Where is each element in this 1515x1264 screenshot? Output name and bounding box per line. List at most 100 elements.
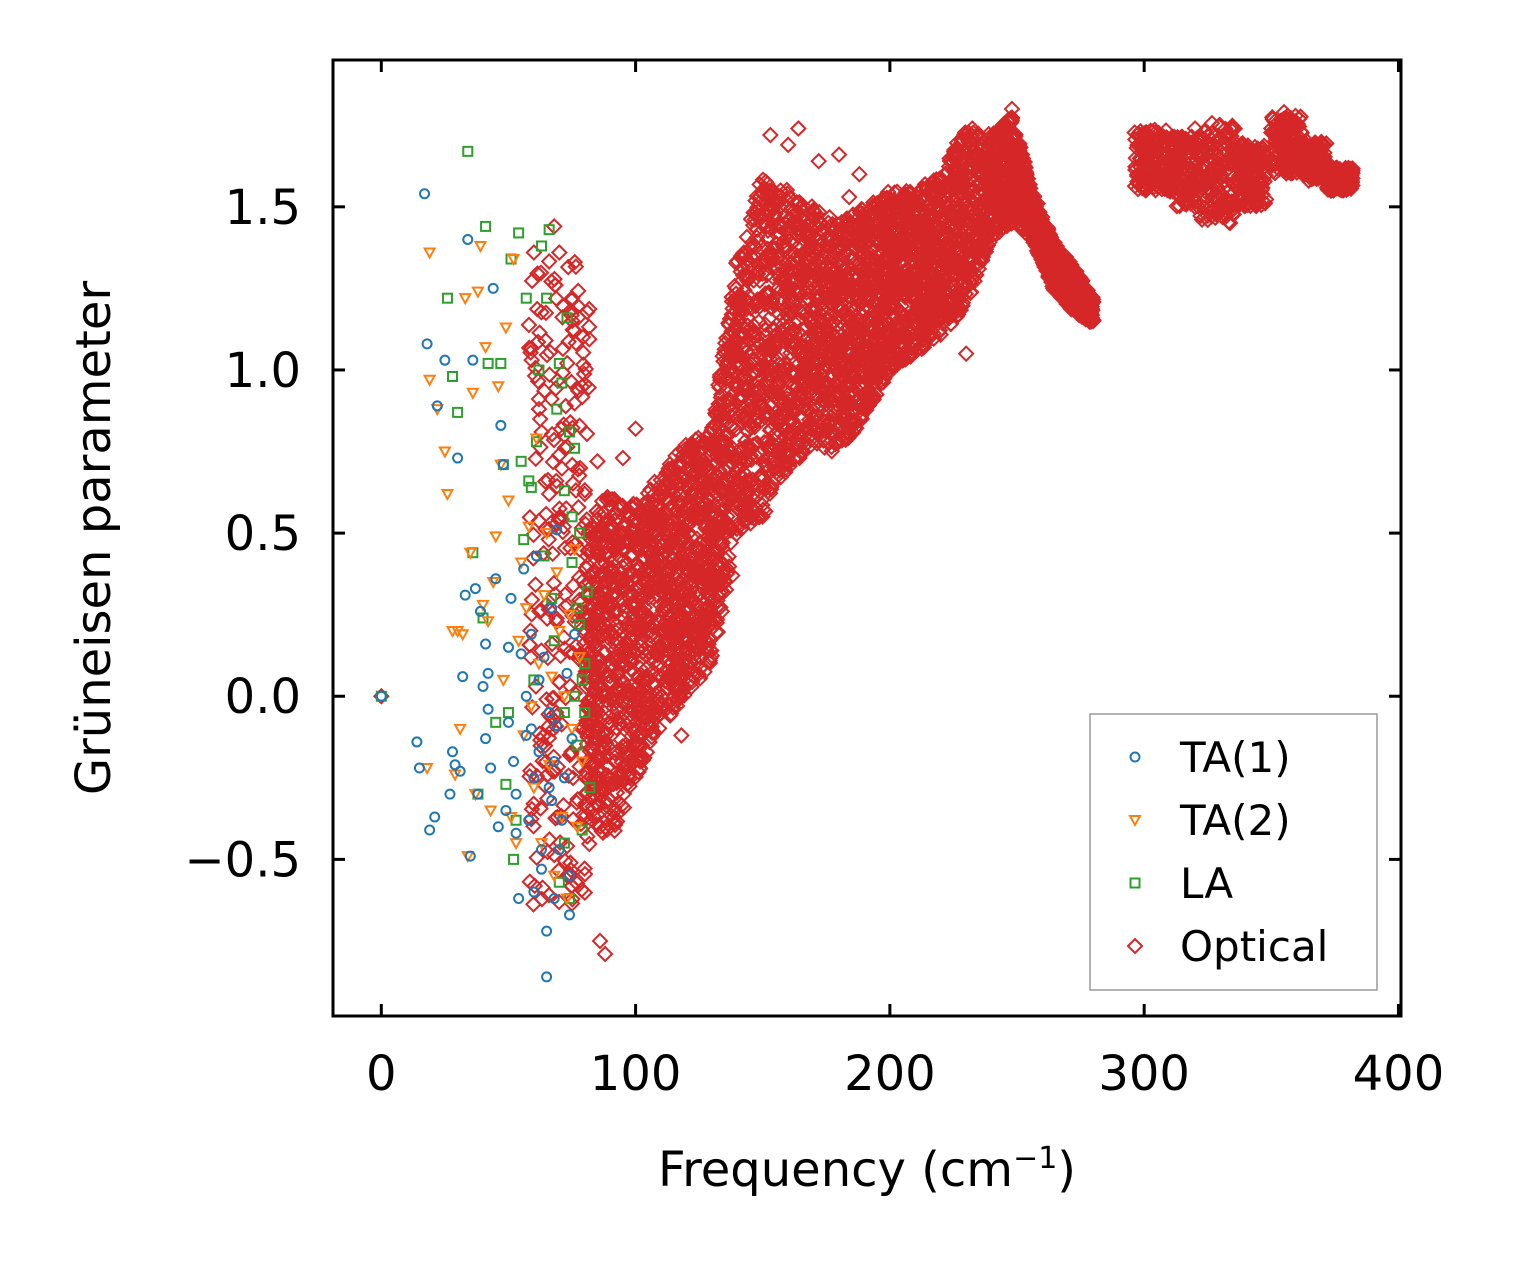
optical-point <box>828 317 846 335</box>
optical-point <box>634 573 652 590</box>
optical-point <box>652 573 670 591</box>
optical-point <box>753 359 770 377</box>
optical-point <box>657 601 675 619</box>
optical-point <box>854 205 872 223</box>
optical-point <box>779 455 797 472</box>
optical-point <box>915 269 933 287</box>
optical-point <box>904 281 922 299</box>
optical-point <box>766 364 784 382</box>
optical-point <box>745 335 763 352</box>
optical-point <box>736 369 754 387</box>
optical-point <box>647 644 664 661</box>
optical-point <box>901 185 919 203</box>
optical-point <box>802 276 820 294</box>
optical-point <box>703 647 721 665</box>
optical-point <box>696 434 713 452</box>
optical-point <box>646 685 664 703</box>
optical-point <box>749 202 767 220</box>
optical-point <box>704 572 721 590</box>
series-optical <box>372 100 1361 963</box>
optical-point <box>897 331 915 349</box>
optical-point <box>918 212 936 230</box>
optical-point <box>947 264 965 282</box>
optical-point <box>986 216 1004 234</box>
optical-point <box>732 386 750 404</box>
optical-point <box>635 705 653 723</box>
optical-point <box>641 627 659 644</box>
optical-point <box>743 234 761 252</box>
optical-point <box>638 743 656 761</box>
optical-point <box>592 677 610 695</box>
optical-point <box>587 711 605 729</box>
optical-point <box>780 385 798 403</box>
optical-point <box>810 323 828 341</box>
optical-point <box>667 447 685 465</box>
optical-point <box>831 257 849 275</box>
optical-point <box>979 156 996 174</box>
optical-point <box>829 434 847 451</box>
optical-point <box>702 607 719 625</box>
optical-point <box>634 670 652 687</box>
optical-point <box>769 391 786 409</box>
optical-point <box>814 376 832 393</box>
optical-point <box>867 274 885 292</box>
optical-point <box>859 393 877 411</box>
optical-point <box>743 364 761 382</box>
optical-point <box>710 569 728 587</box>
optical-point <box>867 370 885 388</box>
optical-point <box>946 144 964 162</box>
optical-point <box>584 735 602 752</box>
optical-point <box>841 412 859 430</box>
optical-point <box>787 292 805 310</box>
optical-point <box>782 390 800 407</box>
optical-point <box>816 286 834 304</box>
optical-point <box>826 435 844 453</box>
optical-point <box>587 747 605 765</box>
optical-point <box>749 198 766 216</box>
optical-point <box>677 578 695 596</box>
optical-point <box>750 298 768 316</box>
optical-point <box>867 386 885 403</box>
optical-point <box>703 446 720 464</box>
optical-point <box>723 467 740 485</box>
optical-point <box>680 478 698 496</box>
optical-point <box>962 283 980 301</box>
optical-point <box>820 413 837 431</box>
optical-point <box>738 369 756 387</box>
optical-point <box>912 225 930 243</box>
optical-point <box>915 336 933 354</box>
optical-point <box>737 472 755 490</box>
optical-point <box>782 403 800 420</box>
optical-point <box>861 339 879 357</box>
optical-point <box>625 495 642 513</box>
optical-point <box>628 736 646 754</box>
optical-point <box>600 708 618 726</box>
optical-point <box>876 339 894 357</box>
optical-point <box>811 285 829 303</box>
optical-point <box>628 562 646 580</box>
optical-point <box>977 243 995 261</box>
optical-point <box>585 700 603 718</box>
optical-point <box>779 330 797 347</box>
optical-point <box>669 647 687 665</box>
optical-point <box>824 242 842 259</box>
optical-point <box>801 437 819 455</box>
optical-point <box>711 368 729 386</box>
optical-point <box>754 265 771 283</box>
optical-point <box>690 629 708 647</box>
optical-point <box>738 300 756 318</box>
optical-point <box>937 252 955 270</box>
optical-point <box>1017 186 1035 204</box>
optical-point <box>967 203 984 221</box>
optical-point <box>682 463 700 481</box>
optical-point <box>768 388 785 406</box>
optical-point <box>773 412 790 430</box>
optical-point <box>688 597 706 614</box>
optical-point <box>701 652 719 670</box>
optical-point <box>738 269 756 287</box>
optical-point <box>629 528 647 546</box>
optical-point <box>954 294 972 312</box>
optical-point <box>860 359 878 377</box>
optical-point <box>638 687 655 705</box>
optical-point <box>858 262 876 280</box>
